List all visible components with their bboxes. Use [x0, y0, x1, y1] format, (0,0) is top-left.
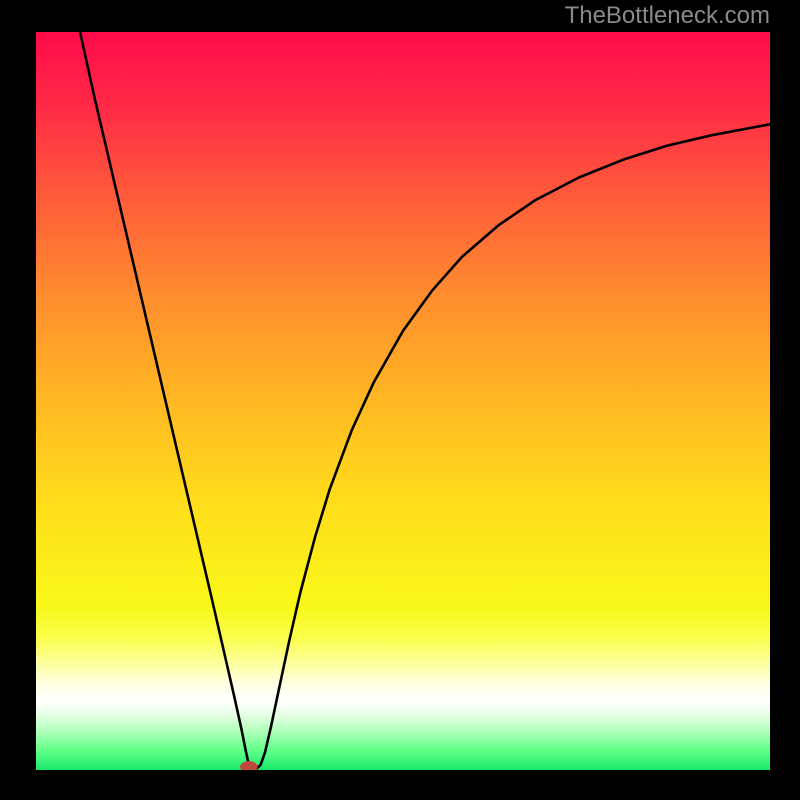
frame-left: [0, 0, 36, 800]
chart-plot-area: [36, 32, 770, 770]
chart-background: [36, 32, 770, 770]
watermark-text: TheBottleneck.com: [565, 2, 770, 30]
chart-svg: [36, 32, 770, 770]
frame-right: [770, 0, 800, 800]
frame-bottom: [0, 770, 800, 800]
